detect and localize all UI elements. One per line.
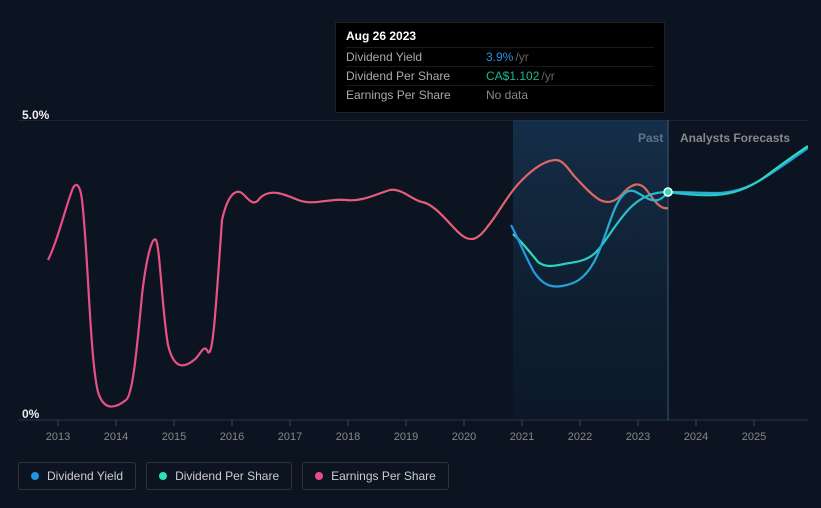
x-tick-label: 2019 bbox=[394, 431, 418, 443]
legend: Dividend Yield Dividend Per Share Earnin… bbox=[18, 462, 449, 490]
tooltip-value: CA$1.102 bbox=[486, 69, 539, 83]
highlight-band bbox=[513, 120, 668, 420]
tooltip-row: Dividend Per Share CA$1.102 /yr bbox=[346, 66, 654, 85]
legend-dot bbox=[159, 472, 167, 480]
legend-label: Earnings Per Share bbox=[331, 469, 436, 483]
tooltip-unit: /yr bbox=[541, 69, 554, 83]
tooltip-value: No data bbox=[486, 88, 528, 102]
tooltip-unit: /yr bbox=[515, 50, 528, 64]
legend-dot bbox=[315, 472, 323, 480]
legend-item-dps[interactable]: Dividend Per Share bbox=[146, 462, 292, 490]
x-tick-label: 2017 bbox=[278, 431, 302, 443]
x-tick-label: 2025 bbox=[742, 431, 766, 443]
tooltip-row: Dividend Yield 3.9% /yr bbox=[346, 47, 654, 66]
tooltip-label: Earnings Per Share bbox=[346, 88, 486, 102]
legend-dot bbox=[31, 472, 39, 480]
chart-plot[interactable]: 2013 2014 2015 2016 2017 2018 2019 2020 2021 2022… bbox=[18, 120, 808, 450]
x-tick-label: 2014 bbox=[104, 431, 128, 443]
tooltip-value: 3.9% bbox=[486, 50, 513, 64]
chart-tooltip: Aug 26 2023 Dividend Yield 3.9% /yr Divi… bbox=[335, 22, 665, 113]
legend-item-yield[interactable]: Dividend Yield bbox=[18, 462, 136, 490]
x-tick-label: 2016 bbox=[220, 431, 244, 443]
x-tick-label: 2013 bbox=[46, 431, 70, 443]
x-tick-label: 2020 bbox=[452, 431, 476, 443]
x-tick-label: 2021 bbox=[510, 431, 534, 443]
x-tick-label: 2022 bbox=[568, 431, 592, 443]
legend-label: Dividend Per Share bbox=[175, 469, 279, 483]
tooltip-label: Dividend Per Share bbox=[346, 69, 486, 83]
tooltip-row: Earnings Per Share No data bbox=[346, 85, 654, 104]
tooltip-label: Dividend Yield bbox=[346, 50, 486, 64]
cursor-marker bbox=[664, 188, 672, 196]
x-tick-label: 2023 bbox=[626, 431, 650, 443]
x-axis: 2013 2014 2015 2016 2017 2018 2019 2020 2021 2022… bbox=[46, 420, 766, 443]
tooltip-date: Aug 26 2023 bbox=[346, 29, 654, 43]
legend-item-eps[interactable]: Earnings Per Share bbox=[302, 462, 449, 490]
x-tick-label: 2024 bbox=[684, 431, 708, 443]
x-tick-label: 2018 bbox=[336, 431, 360, 443]
dividend-chart: Aug 26 2023 Dividend Yield 3.9% /yr Divi… bbox=[0, 0, 821, 508]
legend-label: Dividend Yield bbox=[47, 469, 123, 483]
x-tick-label: 2015 bbox=[162, 431, 186, 443]
